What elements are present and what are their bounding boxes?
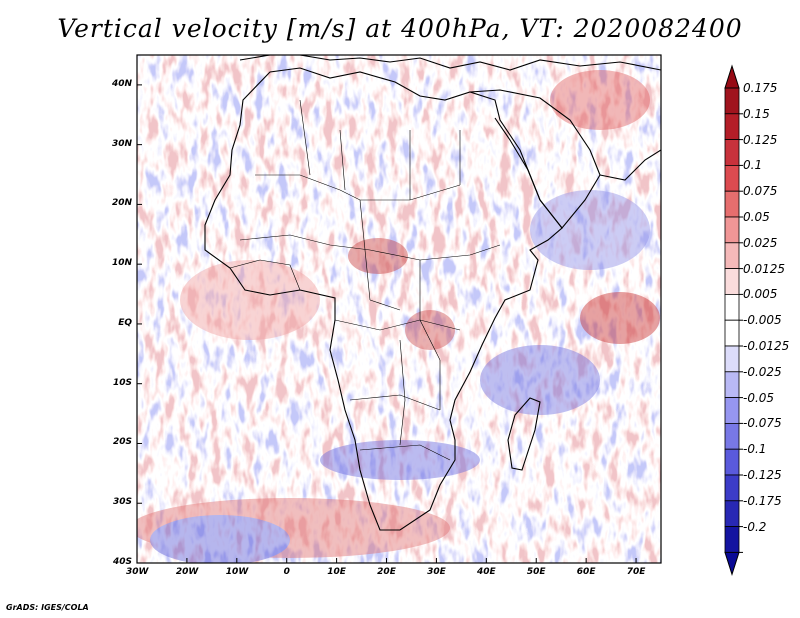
colorbar-swatches: [724, 87, 743, 553]
arabia-coastline: [469, 89, 601, 229]
colorbar-swatch: [724, 371, 740, 398]
colorbar-swatch: [724, 448, 740, 476]
colorbar-swatch: [724, 293, 740, 321]
colorbar-swatch: [724, 139, 740, 166]
colorbar-swatch: [724, 500, 740, 527]
colorbar-level-label: -0.075: [743, 416, 782, 431]
lat-tick-label: 20S: [112, 437, 132, 448]
map-title: Vertical velocity [m/s] at 400hPa, VT: 2…: [57, 14, 743, 43]
country-borders: [229, 99, 501, 461]
lon-tick-label: 20W: [175, 567, 199, 577]
colorbar-swatch: [724, 242, 740, 270]
lat-tick-label: 10S: [112, 377, 132, 388]
lon-tick-label: 30E: [427, 567, 446, 577]
colorbar-swatch: [724, 113, 740, 141]
colorbar-level-label: -0.005: [743, 313, 782, 328]
map-frame: [136, 54, 662, 564]
madagascar-coastline: [507, 397, 541, 471]
lat-tick-label: EQ: [118, 317, 132, 328]
colorbar-level-label: 0.125: [743, 132, 778, 147]
lat-tick-label: 40S: [112, 557, 132, 567]
colorbar-level-label: -0.05: [743, 390, 775, 405]
colorbar-level-label: 0.005: [743, 287, 778, 302]
colorbar-top-cap: [724, 64, 740, 89]
lat-tick-label: 30N: [111, 138, 132, 149]
lon-tick-label: 10E: [327, 567, 346, 577]
colorbar-swatch: [724, 216, 740, 244]
colorbar-level-label: 0.0125: [743, 261, 785, 276]
colorbar-swatch: [724, 422, 740, 450]
colorbar-swatch: [724, 397, 740, 424]
colorbar: [724, 64, 743, 577]
coastlines: [204, 55, 661, 531]
india-coastline: [599, 149, 661, 181]
colorbar-level-label: 0.1: [743, 158, 763, 173]
lon-tick-label: 50E: [526, 567, 546, 577]
colorbar-level-label: 0.15: [743, 106, 770, 121]
colorbar-swatch: [724, 474, 740, 502]
grads-credit: GrADS: IGES/COLA: [6, 603, 89, 612]
colorbar-swatch: [724, 345, 740, 373]
colorbar-swatch: [724, 190, 740, 218]
lon-tick-label: 0: [283, 567, 290, 577]
velocity-field: [137, 55, 661, 563]
colorbar-level-label: -0.2: [743, 519, 767, 534]
colorbar-level-label: -0.025: [743, 364, 782, 379]
lon-tick-label: 30W: [126, 567, 149, 577]
lon-tick-label: 20E: [377, 567, 396, 577]
colorbar-level-label: -0.0125: [743, 339, 790, 353]
colorbar-swatch: [724, 87, 740, 115]
lon-tick-label: 70E: [626, 567, 646, 577]
europe-coastline: [239, 55, 661, 71]
lat-tick-label: 30S: [112, 497, 132, 508]
lat-tick-label: 20N: [111, 198, 132, 209]
lat-tick-label: 10N: [111, 258, 132, 269]
colorbar-level-label: 0.05: [743, 210, 770, 224]
colorbar-level-label: -0.125: [743, 468, 782, 482]
map-plot-area: [136, 54, 662, 564]
lat-tick-label: 40N: [111, 78, 132, 89]
colorbar-level-label: 0.025: [743, 235, 778, 250]
colorbar-level-label: 0.075: [743, 184, 778, 199]
lon-tick-label: 40E: [476, 567, 496, 577]
colorbar-swatch: [724, 526, 740, 553]
colorbar-level-label: -0.175: [743, 493, 782, 508]
lon-tick-label: 60E: [576, 567, 596, 577]
africa-coastline: [204, 67, 563, 531]
lon-tick-label: 10W: [225, 567, 249, 577]
colorbar-swatch: [724, 319, 740, 347]
tick-marks: [136, 84, 637, 564]
colorbar-swatch: [724, 164, 740, 192]
colorbar-level-label: 0.175: [743, 81, 778, 95]
colorbar-bottom-cap: [724, 551, 740, 577]
colorbar-swatch: [724, 268, 740, 295]
colorbar-level-label: -0.1: [743, 442, 767, 457]
